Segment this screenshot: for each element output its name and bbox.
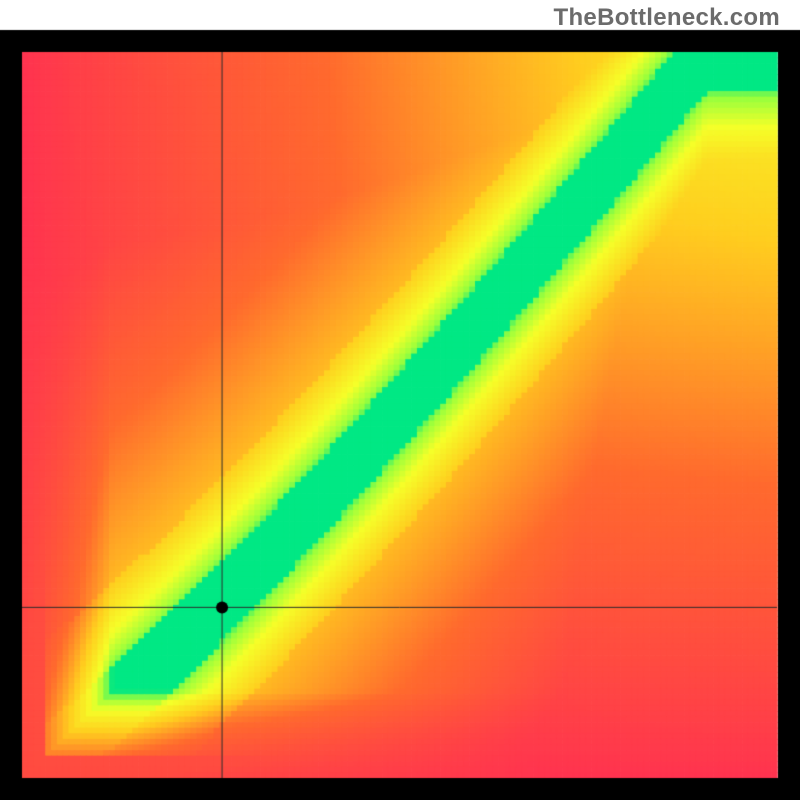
watermark-text: TheBottleneck.com bbox=[554, 4, 780, 32]
bottleneck-heatmap-canvas bbox=[0, 0, 800, 800]
